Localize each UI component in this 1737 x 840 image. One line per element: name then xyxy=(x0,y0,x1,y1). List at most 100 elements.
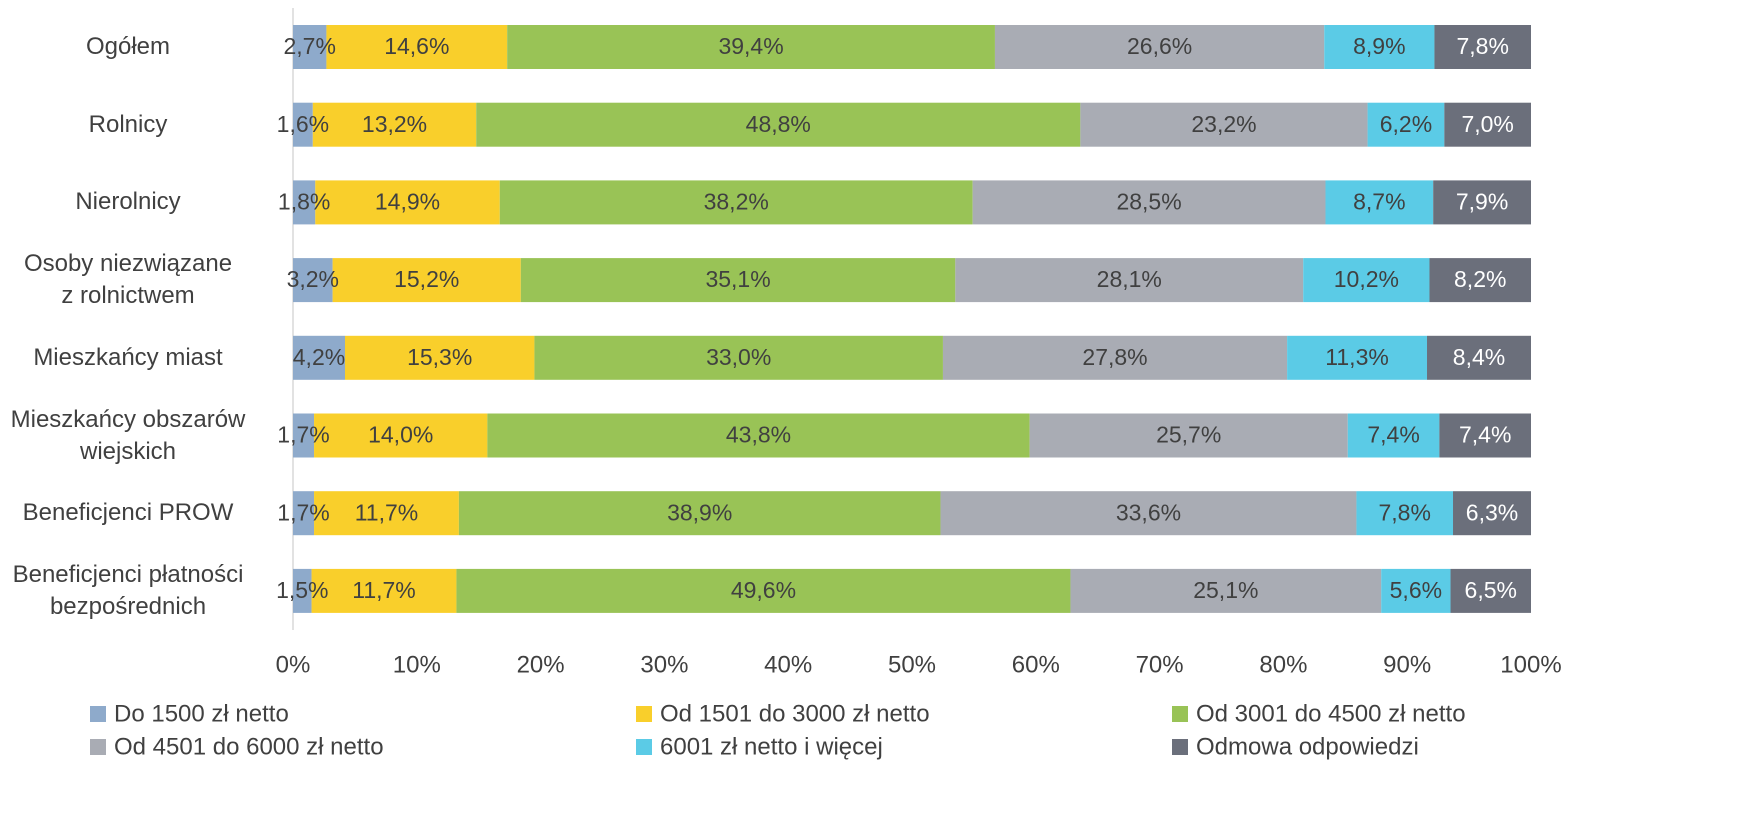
data-label: 48,8% xyxy=(746,111,811,137)
bar-segment xyxy=(520,258,956,303)
legend-swatch xyxy=(636,739,652,755)
bar-segment xyxy=(293,180,316,225)
bar-segment xyxy=(955,258,1304,303)
bar-segment xyxy=(332,258,521,303)
data-label: 14,0% xyxy=(368,422,433,448)
bar-segment xyxy=(1453,491,1531,536)
data-label: 8,2% xyxy=(1454,266,1506,292)
bar-segment xyxy=(293,25,327,69)
y-tick-label: Rolnicy xyxy=(88,110,168,138)
x-tick-label: 100% xyxy=(1500,651,1561,678)
bar-segment xyxy=(311,568,457,613)
bar-segment xyxy=(1029,413,1348,458)
data-label: 28,5% xyxy=(1116,188,1181,214)
data-label: 8,9% xyxy=(1353,33,1405,59)
bar-segment xyxy=(314,413,488,458)
legend-label: Odmowa odpowiedzi xyxy=(1196,733,1419,760)
data-label: 25,1% xyxy=(1193,577,1258,603)
bar-segment xyxy=(1347,413,1440,458)
bar-segment xyxy=(942,335,1288,380)
legend-swatch xyxy=(1172,706,1188,722)
legend-label: Do 1500 zł netto xyxy=(114,700,289,727)
bar-segment xyxy=(1356,491,1454,536)
bar-segment xyxy=(1070,568,1382,613)
x-tick-label: 0% xyxy=(276,651,311,678)
bar-segment xyxy=(499,180,973,225)
data-label: 7,9% xyxy=(1456,188,1508,214)
data-label: 15,2% xyxy=(394,266,459,292)
data-label: 7,4% xyxy=(1367,422,1419,448)
data-label: 39,4% xyxy=(718,33,783,59)
bar-segment xyxy=(1439,413,1531,458)
x-tick-label: 20% xyxy=(517,651,565,678)
bar-segment xyxy=(293,491,315,536)
data-label: 3,2% xyxy=(287,266,339,292)
data-label: 1,7% xyxy=(277,422,329,448)
x-tick-label: 80% xyxy=(1259,651,1307,678)
x-tick-label: 30% xyxy=(640,651,688,678)
bar-segment xyxy=(1429,258,1531,303)
bar-segment xyxy=(994,25,1325,69)
x-tick-label: 70% xyxy=(1136,651,1184,678)
y-tick-label: Nierolnicy xyxy=(75,188,181,216)
bar-segment xyxy=(487,413,1030,458)
bar-segment xyxy=(534,335,943,380)
data-label: 49,6% xyxy=(731,577,796,603)
x-tick-label: 90% xyxy=(1383,651,1431,678)
bar-segment xyxy=(456,568,1071,613)
y-tick-label: Osoby niezwiązane z rolnictwem xyxy=(23,250,233,310)
bar-segment xyxy=(293,258,333,303)
x-tick-label: 10% xyxy=(393,651,441,678)
y-tick-label: Beneficjenci płatności bezpośrednich xyxy=(12,560,244,620)
bar-segment xyxy=(312,102,477,147)
data-label: 6,2% xyxy=(1380,111,1432,137)
bar-segment xyxy=(1450,568,1531,613)
bar-segment xyxy=(293,335,345,380)
data-label: 7,4% xyxy=(1459,422,1511,448)
x-tick-label: 40% xyxy=(764,651,812,678)
bar-segment xyxy=(458,491,941,536)
bar-segment xyxy=(1434,25,1531,69)
bar-segment xyxy=(326,25,508,69)
y-tick-label: Mieszkańcy obszarów wiejskich xyxy=(10,405,246,465)
x-tick-label: 50% xyxy=(888,651,936,678)
bar-segment xyxy=(1427,335,1531,380)
data-label: 23,2% xyxy=(1191,111,1256,137)
legend-label: Od 1501 do 3000 zł netto xyxy=(660,700,930,727)
data-label: 4,2% xyxy=(293,344,345,370)
bar-segment xyxy=(940,491,1357,536)
bar-segment xyxy=(1080,102,1368,147)
data-label: 1,5% xyxy=(276,577,328,603)
data-label: 6,5% xyxy=(1465,577,1517,603)
bar-segment xyxy=(1381,568,1451,613)
data-label: 11,3% xyxy=(1325,344,1389,370)
bar-segment xyxy=(293,413,315,458)
bar-segment xyxy=(972,180,1326,225)
bar-segment xyxy=(476,102,1081,147)
legend-label: 6001 zł netto i więcej xyxy=(660,733,883,760)
data-label: 8,7% xyxy=(1353,188,1405,214)
data-label: 2,7% xyxy=(283,33,335,59)
data-label: 26,6% xyxy=(1127,33,1192,59)
data-label: 35,1% xyxy=(705,266,770,292)
legend-label: Od 4501 do 6000 zł netto xyxy=(114,733,384,760)
data-label: 28,1% xyxy=(1097,266,1162,292)
bar-segment xyxy=(344,335,535,380)
bar-segment xyxy=(507,25,995,69)
bar-segment xyxy=(314,491,459,536)
y-tick-label: Beneficjenci PROW xyxy=(22,499,234,527)
bar-segment xyxy=(315,180,500,225)
data-label: 27,8% xyxy=(1082,344,1147,370)
data-label: 10,2% xyxy=(1334,266,1399,292)
data-label: 7,0% xyxy=(1461,111,1513,137)
bar-segment xyxy=(1324,25,1435,69)
data-label: 6,3% xyxy=(1466,499,1518,525)
data-label: 1,8% xyxy=(278,188,330,214)
data-label: 1,6% xyxy=(277,111,329,137)
data-label: 38,2% xyxy=(704,188,769,214)
data-label: 33,6% xyxy=(1116,499,1181,525)
data-label: 38,9% xyxy=(667,499,732,525)
data-label: 43,8% xyxy=(726,422,791,448)
bar-segment xyxy=(1367,102,1445,147)
